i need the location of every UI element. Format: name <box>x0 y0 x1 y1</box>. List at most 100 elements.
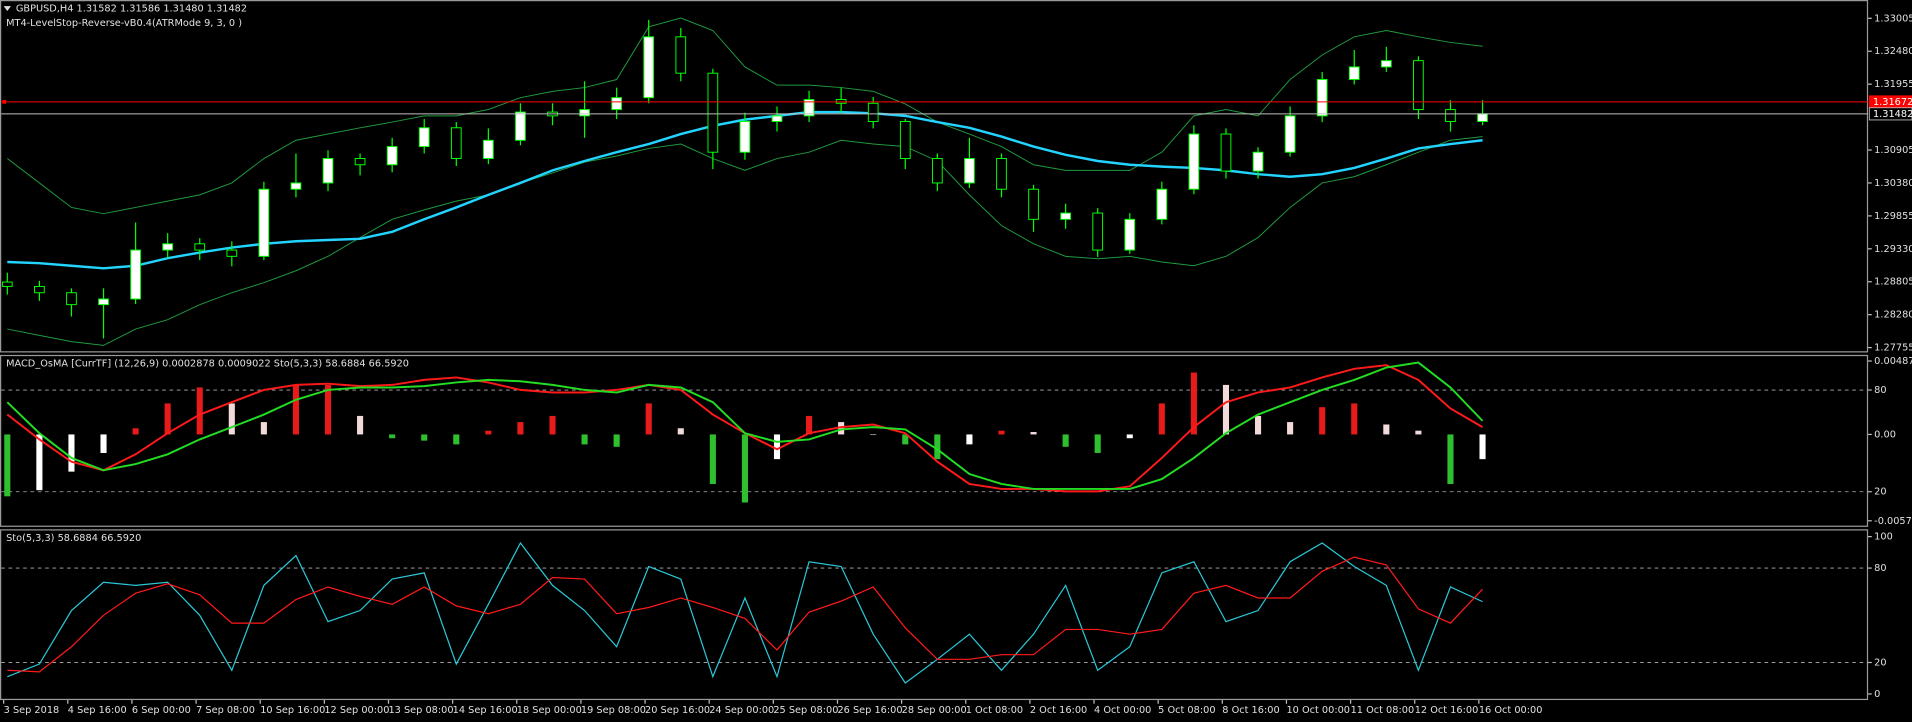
x-tick-label: 18 Sep 00:00 <box>517 705 582 716</box>
histogram-bar <box>164 403 171 435</box>
histogram-bar <box>1062 434 1069 447</box>
histogram-bar <box>453 434 460 445</box>
x-tick-label: 26 Sep 16:00 <box>837 705 902 716</box>
y-tick-label: -0.005733 <box>1874 516 1912 527</box>
histogram-bar <box>1126 434 1133 439</box>
candle-body <box>98 298 109 306</box>
candle-body <box>130 249 141 300</box>
candle-body <box>386 146 398 166</box>
x-tick-label: 8 Oct 16:00 <box>1222 705 1279 716</box>
histogram-bar <box>934 434 941 460</box>
candle-body <box>707 72 719 153</box>
candle-body <box>66 292 77 306</box>
histogram-bar <box>613 434 620 447</box>
x-tick-label: 20 Sep 16:00 <box>645 705 710 716</box>
histogram-bar <box>100 434 107 453</box>
indicator-line <box>6 361 1484 490</box>
y-tick-label: 1.29855 <box>1874 211 1912 222</box>
indicator-line <box>7 541 1483 684</box>
y-tick-label: 20 <box>1874 487 1886 498</box>
histogram-bar <box>1222 384 1230 435</box>
y-tick-label: 1.32480 <box>1874 46 1912 57</box>
x-tick-label: 4 Oct 00:00 <box>1094 705 1151 716</box>
histogram-bar <box>1319 407 1326 435</box>
candle-body <box>162 243 174 251</box>
indicator-line <box>7 556 1483 673</box>
histogram-bar <box>196 387 203 435</box>
candle-body <box>899 121 911 159</box>
histogram-bar <box>389 434 396 439</box>
candle-body <box>354 158 366 166</box>
price-label-box <box>1868 107 1912 121</box>
histogram-bar <box>902 434 909 445</box>
candle-body <box>450 127 462 159</box>
x-tick-label: 3 Sep 2018 <box>4 705 60 716</box>
candle-body <box>258 188 270 257</box>
histogram-bar <box>1190 372 1197 435</box>
y-tick-label: 1.31955 <box>1874 79 1912 90</box>
y-tick-label: 20 <box>1874 657 1886 668</box>
histogram-bar <box>324 384 332 435</box>
histogram-bar <box>132 428 139 435</box>
candle-body <box>1156 188 1168 220</box>
y-tick-label: 1.27755 <box>1874 343 1912 354</box>
candle-body <box>1477 113 1488 122</box>
candle-body <box>1060 212 1071 220</box>
candle-body <box>964 158 975 184</box>
histogram-bar <box>998 430 1005 435</box>
x-tick-label: 13 Sep 08:00 <box>388 705 453 716</box>
histogram-bar <box>228 403 235 435</box>
x-tick-label: 25 Sep 08:00 <box>773 705 838 716</box>
histogram-bar <box>645 403 652 435</box>
histogram-bar <box>966 434 973 445</box>
histogram-bar <box>1383 424 1390 435</box>
x-tick-label: 7 Sep 08:00 <box>196 705 255 716</box>
candle-body <box>739 121 751 153</box>
y-tick-label: 80 <box>1874 385 1886 396</box>
y-tick-label: 1.30380 <box>1874 178 1912 189</box>
x-tick-label: 10 Sep 16:00 <box>260 705 325 716</box>
candle-body <box>1252 151 1264 172</box>
candle-body <box>418 127 430 148</box>
candle-body <box>1220 133 1232 172</box>
candle-body <box>1092 212 1104 251</box>
y-tick-label: 0.00 <box>1874 429 1896 440</box>
candle-body <box>996 158 1007 190</box>
histogram-bar <box>1479 434 1486 460</box>
candle-body <box>867 102 879 122</box>
candle-body <box>1188 133 1200 190</box>
candle-body <box>322 158 334 184</box>
stoch-title: Sto(5,3,3) 58.6884 66.5920 <box>6 533 141 544</box>
candle-body <box>515 111 526 141</box>
candle-body <box>194 243 206 251</box>
indicator-line <box>7 136 1483 346</box>
x-tick-label: 10 Oct 00:00 <box>1286 705 1350 716</box>
candle-body <box>931 158 943 184</box>
candle-body <box>226 249 238 257</box>
histogram-bar <box>1254 415 1262 435</box>
histogram-bar <box>773 434 781 460</box>
histogram-bar <box>1351 403 1358 435</box>
y-tick-label: 1.30905 <box>1874 145 1912 156</box>
histogram-bar <box>1447 434 1454 484</box>
y-tick-label: 1.33005 <box>1874 13 1912 24</box>
symbol-menu-arrow[interactable] <box>3 6 11 11</box>
histogram-bar <box>1158 403 1165 435</box>
histogram-bar <box>677 428 684 435</box>
y-tick-label: 1.29330 <box>1874 244 1912 255</box>
histogram-bar <box>1030 432 1037 435</box>
x-tick-label: 24 Sep 00:00 <box>709 705 774 716</box>
histogram-bar <box>517 422 524 435</box>
y-tick-label: 1.28805 <box>1874 277 1912 288</box>
indicator-line <box>7 17 1483 215</box>
x-tick-label: 19 Sep 08:00 <box>581 705 646 716</box>
chart-title: GBPUSD,H4 1.31582 1.31586 1.31480 1.3148… <box>16 4 247 15</box>
candle-body <box>1348 66 1360 80</box>
candle-body <box>1445 109 1456 122</box>
candle-body <box>34 285 45 294</box>
stoch-pane <box>0 529 1869 701</box>
candle-body <box>1380 60 1392 68</box>
candle-body <box>1284 115 1296 153</box>
candle-body <box>1316 78 1328 117</box>
